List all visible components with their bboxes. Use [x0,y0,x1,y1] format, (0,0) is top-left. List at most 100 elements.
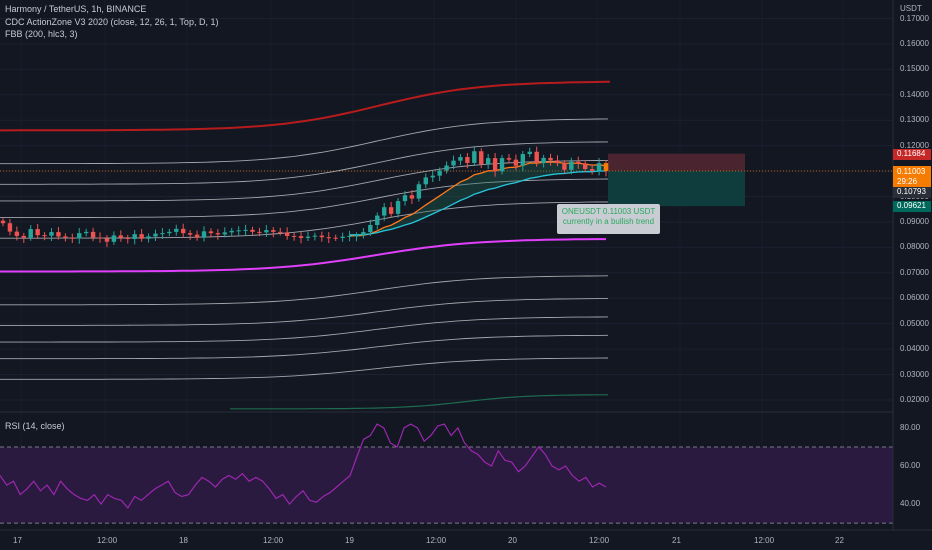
candle [236,226,241,236]
candle-body [333,237,338,239]
candle [319,231,325,242]
lower-fib-band [0,316,609,343]
candle-body [181,228,186,234]
candle-body [90,231,96,238]
candle-body [444,165,449,171]
candle-body [472,151,477,163]
candle-body [402,195,408,202]
rsi-layer [0,423,893,524]
candle-body [271,230,276,232]
y-tick-label: 0.04000 [900,344,929,354]
candle [7,219,13,236]
candle [284,227,290,240]
candle [451,155,456,170]
upper-fib-band [0,159,609,202]
candle-body [520,154,526,166]
candle [0,217,6,227]
candle [589,164,595,175]
candle-body [146,236,151,239]
y-tick-label: 0.02000 [900,394,929,404]
candle [534,146,539,167]
candle-body [541,157,546,163]
y-tick-label: 0.08000 [900,242,929,252]
candle [215,229,221,240]
candle [291,232,297,241]
candle-body [388,207,394,214]
candle-body [160,233,165,235]
x-tick-label: 12:00 [97,536,118,545]
rsi-tick-label: 80.00 [900,422,921,432]
y-tick-label: 0.12000 [900,140,929,150]
candle [201,226,207,242]
candle [527,147,532,158]
y-tick-label: 0.05000 [900,318,929,328]
candle-body [555,160,560,164]
bands-layer [0,80,611,410]
candle-body [284,232,290,236]
candle [506,154,512,164]
candle [222,227,227,238]
candle-body [291,235,297,237]
fbb-indicator-label[interactable]: FBB (200, hlc3, 3) [5,29,78,39]
candle-body [83,231,89,234]
candle-body [479,151,484,165]
candle [174,224,179,236]
candle-body [409,195,415,199]
candle-body [583,163,588,170]
candle [583,160,588,173]
candle [278,227,283,236]
tooltip-trend-line: currently in a bullish trend [562,217,655,226]
candle-body [77,233,82,239]
candle-body [312,235,318,237]
candle [49,228,54,242]
rsi-band-fill [0,446,893,524]
candle-body [56,232,61,237]
candle [160,228,165,239]
candle-body [174,228,179,232]
cdc-indicator-label[interactable]: CDC ActionZone V3 2020 (close, 12, 26, 1… [5,17,219,27]
candle-body [596,163,602,171]
candle-body [167,231,172,234]
upper-fib-band [0,178,609,219]
candle-body [492,158,498,172]
candle [111,231,117,245]
candle [444,161,449,174]
candle-body [0,220,6,224]
candle [305,231,311,242]
candle [499,155,505,175]
x-tick-label: 12:00 [263,536,284,545]
candle-body [305,236,311,238]
basis-line [0,238,606,273]
candle-body [576,161,581,164]
candle-body [340,236,345,238]
candle [541,154,546,168]
candle-body [208,231,214,234]
candle [395,198,401,218]
price-tag-gray: 0.10793 [893,187,931,198]
candle [430,170,435,183]
cdc-slow-line [349,170,606,236]
candle-body [423,177,428,185]
x-tick-label: 21 [672,536,681,545]
candle [63,233,68,242]
candle [555,155,560,167]
x-tick-label: 22 [835,536,844,545]
candle-body [215,233,221,235]
candle [520,150,526,172]
x-tick-label: 12:00 [754,536,775,545]
candle [14,226,20,241]
symbol-title[interactable]: Harmony / TetherUS, 1h, BINANCE [5,4,147,14]
x-tick-label: 17 [13,536,22,545]
candle [97,232,103,243]
x-tick-label: 18 [179,536,188,545]
candle [333,234,338,242]
candle-body [513,159,519,166]
candle [347,230,352,242]
candle-body [382,207,387,216]
candle [132,230,137,245]
candle [153,229,158,242]
rsi-indicator-label[interactable]: RSI (14, close) [5,421,65,431]
candle-body [361,232,366,236]
candle [208,228,214,238]
